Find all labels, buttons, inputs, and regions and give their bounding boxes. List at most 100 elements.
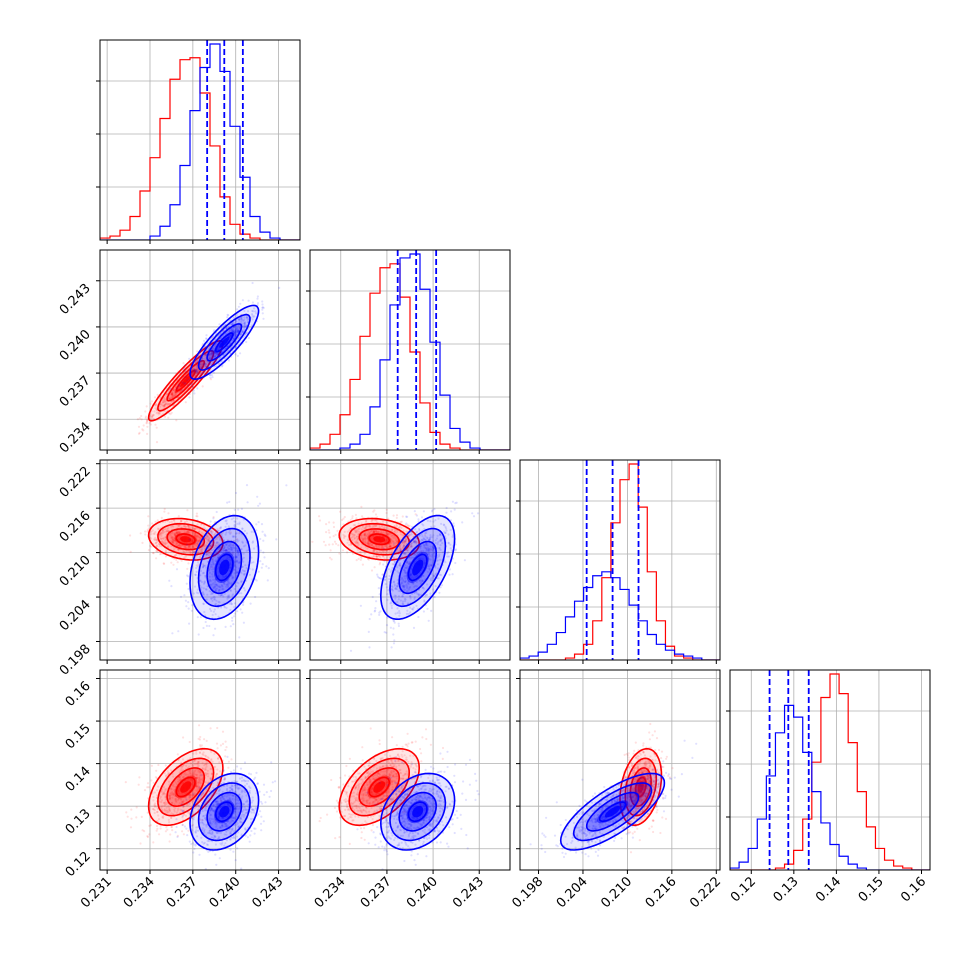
sample-point <box>399 564 402 567</box>
sample-point <box>215 558 218 561</box>
sample-point <box>210 530 213 533</box>
sample-point <box>240 507 243 510</box>
sample-point <box>165 530 169 533</box>
sample-point <box>168 403 172 406</box>
sample-point <box>226 316 229 319</box>
sample-point <box>393 621 396 624</box>
sample-point <box>216 757 220 760</box>
sample-point <box>338 552 341 555</box>
sample-point <box>193 806 196 810</box>
sample-point <box>431 536 434 539</box>
sample-point <box>420 550 423 553</box>
sample-point <box>156 519 159 522</box>
sample-point <box>387 546 390 549</box>
sample-point <box>408 562 411 566</box>
sample-point <box>196 515 199 518</box>
sample-point <box>221 330 224 333</box>
sample-point <box>233 546 236 550</box>
y-tick-label: 0.198 <box>57 642 94 679</box>
sample-point <box>431 564 434 567</box>
sample-point <box>386 533 389 536</box>
sample-point <box>156 544 159 547</box>
sample-point <box>418 534 421 537</box>
sample-point <box>434 541 437 545</box>
sample-point <box>216 585 219 588</box>
sample-point <box>230 329 233 332</box>
sample-point <box>241 540 244 543</box>
sample-point <box>169 769 173 772</box>
sample-point <box>328 543 331 546</box>
sample-point <box>203 764 206 767</box>
sample-point <box>228 329 232 332</box>
sample-point <box>429 535 432 539</box>
sample-point <box>157 814 160 817</box>
sample-point <box>193 368 196 371</box>
sample-point <box>197 762 200 765</box>
sample-point <box>170 540 173 543</box>
sample-point <box>233 572 236 575</box>
sample-point <box>413 510 416 513</box>
sample-point <box>193 759 196 763</box>
sample-point <box>394 594 397 597</box>
sample-point <box>155 557 158 560</box>
sample-point <box>440 522 443 526</box>
sample-point <box>417 518 420 521</box>
sample-point <box>177 384 180 387</box>
sample-point <box>400 576 403 580</box>
sample-point <box>215 583 219 586</box>
x-tick-label: 0.13 <box>771 874 802 905</box>
sample-point <box>403 588 406 591</box>
sample-point <box>231 576 234 579</box>
sample-point <box>167 402 170 406</box>
sample-point <box>143 830 146 833</box>
sample-point <box>224 549 228 552</box>
sample-point <box>247 299 250 302</box>
sample-point <box>197 540 200 543</box>
sample-point <box>386 593 389 596</box>
sample-point <box>430 510 434 513</box>
sample-point <box>243 325 246 328</box>
sample-point <box>427 549 430 552</box>
sample-point <box>241 330 244 333</box>
sample-point <box>406 549 409 552</box>
sample-point <box>404 552 407 555</box>
sample-point <box>223 545 226 548</box>
sample-point <box>429 547 433 551</box>
sample-point <box>202 571 205 575</box>
sample-point <box>179 520 183 523</box>
sample-point <box>324 544 327 547</box>
sample-point <box>233 508 236 511</box>
sample-point <box>261 308 264 311</box>
sample-point <box>205 553 208 556</box>
sample-point <box>182 736 185 739</box>
sample-point <box>237 305 240 308</box>
sample-point <box>234 525 237 528</box>
sample-point <box>332 525 336 529</box>
sample-point <box>182 525 185 528</box>
sample-point <box>242 621 245 624</box>
sample-point <box>207 775 210 778</box>
sample-point <box>188 396 191 399</box>
sample-point <box>399 533 402 536</box>
sample-point <box>391 528 394 531</box>
sample-point <box>187 546 190 549</box>
sample-point <box>144 530 147 533</box>
sample-point <box>230 603 233 606</box>
sample-point <box>362 537 365 541</box>
sample-point <box>227 359 231 362</box>
sample-point <box>407 588 410 591</box>
sample-point <box>404 540 407 543</box>
sample-point <box>262 539 265 542</box>
sample-point <box>164 528 167 531</box>
histogram-panel-1 <box>310 250 510 450</box>
sample-point <box>452 522 455 525</box>
sample-point <box>243 324 246 327</box>
sample-point <box>201 372 204 375</box>
sample-point <box>350 537 353 540</box>
sample-point <box>202 582 206 585</box>
sample-point <box>390 569 393 572</box>
sample-point <box>386 556 389 559</box>
sample-point <box>196 368 199 371</box>
sample-point <box>236 517 239 520</box>
sample-point <box>354 540 357 544</box>
